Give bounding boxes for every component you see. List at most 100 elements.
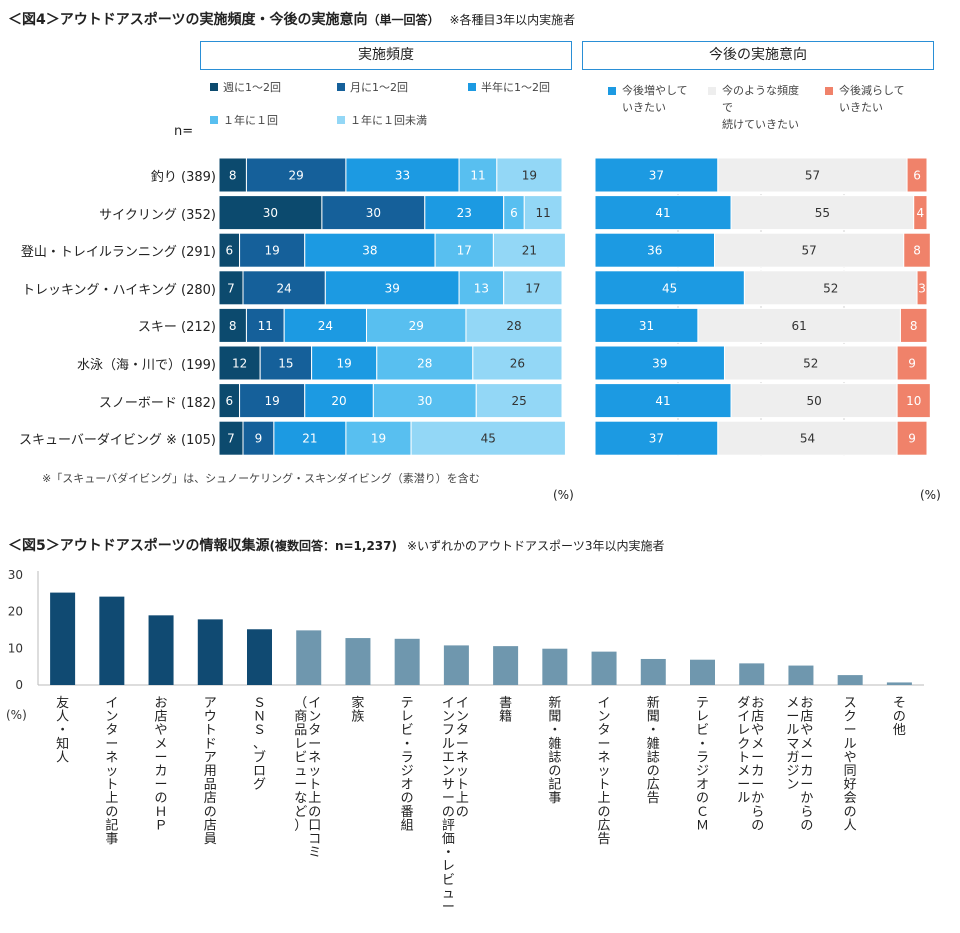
category-char: メ <box>737 764 750 779</box>
category-char: レ <box>737 723 750 738</box>
frequency-bar-7-0 <box>218 420 244 456</box>
category-char: ー <box>751 750 764 765</box>
category-char: ビ <box>294 750 307 765</box>
frequency-data-label-4-4: 28 <box>506 319 521 333</box>
frequency-legend-item-3: １年に１回 <box>210 112 278 129</box>
category-char: サ <box>442 778 455 793</box>
category-char: ッ <box>456 764 469 779</box>
category-char: か <box>751 791 764 806</box>
category-char: 族 <box>351 709 364 725</box>
intent-bar-1-0 <box>594 195 732 231</box>
intent-bar-3-0 <box>594 270 745 306</box>
frequency-data-label-5-3: 28 <box>417 357 432 371</box>
legend-label: 今後減らして いきたい <box>839 84 905 114</box>
legend-swatch <box>468 83 476 91</box>
category-char: ネ <box>456 750 469 765</box>
frequency-legend-item-0: 週に1～2回 <box>210 79 281 96</box>
intent-bar-7-0 <box>594 420 719 456</box>
intent-bar-3-2 <box>916 270 928 306</box>
category-char: ン <box>442 764 455 779</box>
category-char: ミ <box>308 846 321 861</box>
category-char: 店 <box>204 791 217 806</box>
info-source-bar-1 <box>99 596 125 685</box>
category-char: ー <box>308 737 321 752</box>
category-char: レ <box>696 710 709 725</box>
intent-bar-2-1 <box>714 232 905 268</box>
category-char: ン <box>598 710 611 725</box>
category-char: ト <box>456 778 469 793</box>
category-char: ン <box>105 710 118 725</box>
intent-bar-1-2 <box>913 195 928 231</box>
category-char: ル <box>844 737 857 752</box>
frequency-bar-3-1 <box>242 270 326 306</box>
intent-bar-4-2 <box>899 307 928 343</box>
intent-data-label-1-0: 41 <box>655 206 670 220</box>
category-char: ッ <box>105 764 118 779</box>
category-char: 会 <box>844 791 857 806</box>
category-char: ガ <box>786 750 799 765</box>
fig4-footnote: ※「スキューバダイビング」は、シュノーケリング・スキンダイビング（素潜り）を含む <box>42 472 480 485</box>
category-char: ら <box>751 805 764 820</box>
category-char: カ <box>155 764 168 779</box>
category-char: 用 <box>204 764 217 779</box>
frequency-data-label-5-1: 15 <box>278 357 293 371</box>
category-char: グ <box>253 778 266 793</box>
frequency-data-label-2-1: 19 <box>265 244 280 258</box>
intent-bar-5-1 <box>723 345 898 381</box>
category-char: レ <box>401 710 414 725</box>
category-char: ン <box>786 778 799 793</box>
legend-swatch <box>210 83 218 91</box>
category-char: ・ <box>56 723 69 738</box>
category-char: ー <box>155 778 168 793</box>
frequency-bar-5-3 <box>376 345 474 381</box>
y-tick-label-0: 0 <box>15 678 23 692</box>
info-source-bar-12 <box>640 658 666 685</box>
frequency-data-label-0-4: 19 <box>522 169 537 183</box>
category-char: ビ <box>442 873 455 888</box>
intent-data-label-2-2: 8 <box>913 244 921 258</box>
category-char: ・ <box>647 723 660 738</box>
category-char: 新 <box>647 695 660 711</box>
category-char: ー <box>442 791 455 806</box>
y-tick-label-1: 10 <box>8 641 23 655</box>
info-source-bar-6 <box>345 638 371 685</box>
intent-data-label-4-1: 61 <box>792 319 807 333</box>
category-char: の <box>308 805 321 820</box>
category-char: コ <box>308 832 321 847</box>
frequency-data-label-0-2: 33 <box>395 169 410 183</box>
row-label-2: 登山・トレイルランニング (291) <box>20 245 216 261</box>
frequency-data-label-6-1: 19 <box>265 394 280 408</box>
category-char: 聞 <box>647 710 660 725</box>
frequency-data-label-0-0: 8 <box>229 169 237 183</box>
category-char: 口 <box>308 818 321 833</box>
category-char: の <box>844 805 857 820</box>
category-char: ア <box>204 696 217 711</box>
category-char: 告 <box>598 832 611 847</box>
category-char: 籍 <box>499 709 512 725</box>
fig5-title-text: ＜図5＞アウトドアスポーツの情報収集源 <box>8 538 270 554</box>
intent-data-label-3-2: 3 <box>918 281 926 295</box>
category-char: イ <box>442 696 455 711</box>
category-char: 店 <box>800 710 813 725</box>
intent-data-label-4-2: 8 <box>910 319 918 333</box>
info-source-bar-0 <box>50 592 76 685</box>
category-char: ・ <box>696 737 709 752</box>
frequency-legend-item-2: 半年に1～2回 <box>468 79 550 96</box>
category-char: 聞 <box>548 710 561 725</box>
fig5-note: ※いずれかのアウトドアスポーツ3年以内実施者 <box>407 539 665 553</box>
category-char: 商 <box>294 710 307 725</box>
category-char: 人 <box>844 818 857 833</box>
fig4-title: ＜図4＞アウトドアスポーツの実施頻度・今後の実施意向（単一回答） ※各種目3年以内… <box>8 9 575 29</box>
intent-data-label-4-0: 31 <box>639 319 654 333</box>
frequency-bar-2-3 <box>434 232 494 268</box>
frequency-data-label-3-2: 39 <box>385 281 400 295</box>
category-char: 記 <box>105 817 118 833</box>
intent-data-label-0-2: 6 <box>913 169 921 183</box>
frequency-data-label-1-2: 23 <box>457 206 472 220</box>
category-char: ク <box>737 737 750 752</box>
